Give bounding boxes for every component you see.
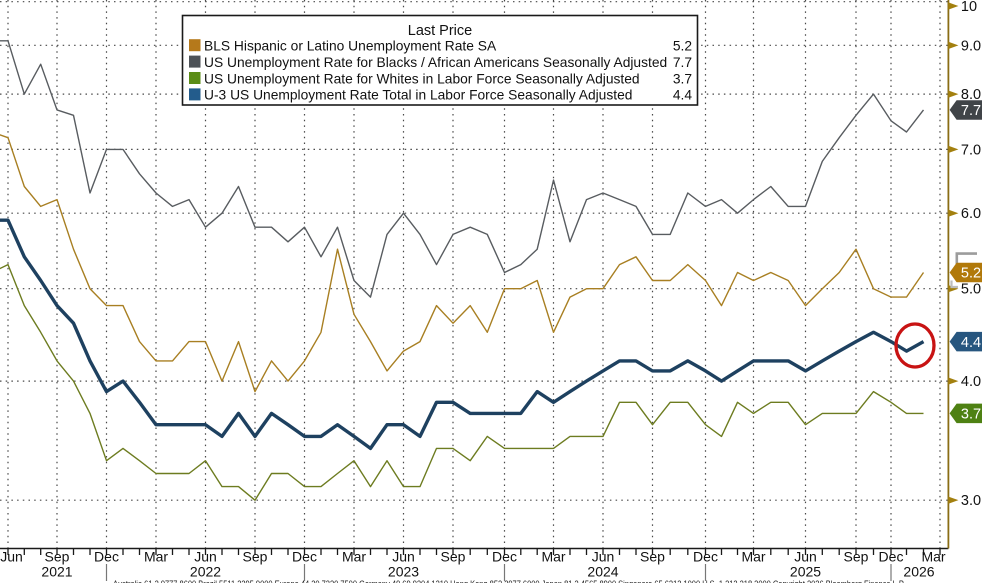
svg-text:Mar: Mar	[342, 549, 366, 565]
svg-text:Australia 61 2 9777 8600 Brazi: Australia 61 2 9777 8600 Brazil 5511 239…	[113, 579, 905, 583]
svg-text:5.2: 5.2	[673, 39, 692, 54]
svg-text:2025: 2025	[790, 564, 821, 580]
svg-text:BLS Hispanic or Latino Unemplo: BLS Hispanic or Latino Unemployment Rate…	[204, 39, 497, 54]
svg-text:7.0: 7.0	[961, 142, 981, 158]
svg-text:3.7: 3.7	[961, 407, 981, 423]
svg-text:Mar: Mar	[741, 549, 765, 565]
svg-text:Sep: Sep	[441, 549, 466, 565]
svg-text:7.7: 7.7	[961, 103, 981, 119]
svg-text:2022: 2022	[190, 564, 221, 580]
svg-text:Mar: Mar	[921, 549, 945, 565]
svg-text:Jun: Jun	[794, 549, 817, 565]
svg-text:Last Price: Last Price	[408, 23, 472, 39]
svg-text:10: 10	[961, 0, 977, 15]
svg-text:Dec: Dec	[492, 549, 517, 565]
svg-text:Sep: Sep	[844, 549, 869, 565]
svg-text:Dec: Dec	[879, 549, 904, 565]
svg-text:Sep: Sep	[243, 549, 268, 565]
svg-text:8.0: 8.0	[961, 87, 981, 103]
svg-text:5.0: 5.0	[961, 282, 981, 298]
svg-text:Sep: Sep	[640, 549, 665, 565]
svg-text:4.4: 4.4	[673, 88, 693, 103]
svg-text:US Unemployment Rate for White: US Unemployment Rate for Whites in Labor…	[204, 71, 640, 86]
svg-text:Sep: Sep	[45, 549, 70, 565]
svg-text:Mar: Mar	[144, 549, 168, 565]
svg-text:2021: 2021	[41, 564, 72, 580]
svg-text:Dec: Dec	[94, 549, 119, 565]
svg-text:3.0: 3.0	[961, 493, 981, 509]
svg-text:9.0: 9.0	[961, 38, 981, 54]
svg-text:2023: 2023	[388, 564, 419, 580]
svg-text:Jun: Jun	[392, 549, 415, 565]
svg-text:Jun: Jun	[194, 549, 217, 565]
svg-text:2024: 2024	[587, 564, 618, 580]
svg-text:Dec: Dec	[693, 549, 718, 565]
svg-text:4.4: 4.4	[961, 335, 981, 351]
svg-text:Jun: Jun	[592, 549, 615, 565]
svg-text:Jun: Jun	[0, 549, 23, 565]
svg-text:Mar: Mar	[541, 549, 565, 565]
svg-text:2026: 2026	[903, 564, 934, 580]
svg-text:3.7: 3.7	[673, 71, 692, 86]
svg-text:6.0: 6.0	[961, 206, 981, 222]
svg-text:7.7: 7.7	[673, 55, 692, 70]
svg-text:5.2: 5.2	[961, 266, 981, 282]
svg-text:U-3 US Unemployment Rate Total: U-3 US Unemployment Rate Total in Labor …	[204, 88, 632, 103]
svg-text:US Unemployment Rate for Black: US Unemployment Rate for Blacks / Africa…	[204, 55, 667, 70]
svg-text:Dec: Dec	[292, 549, 317, 565]
svg-text:4.0: 4.0	[961, 374, 981, 390]
